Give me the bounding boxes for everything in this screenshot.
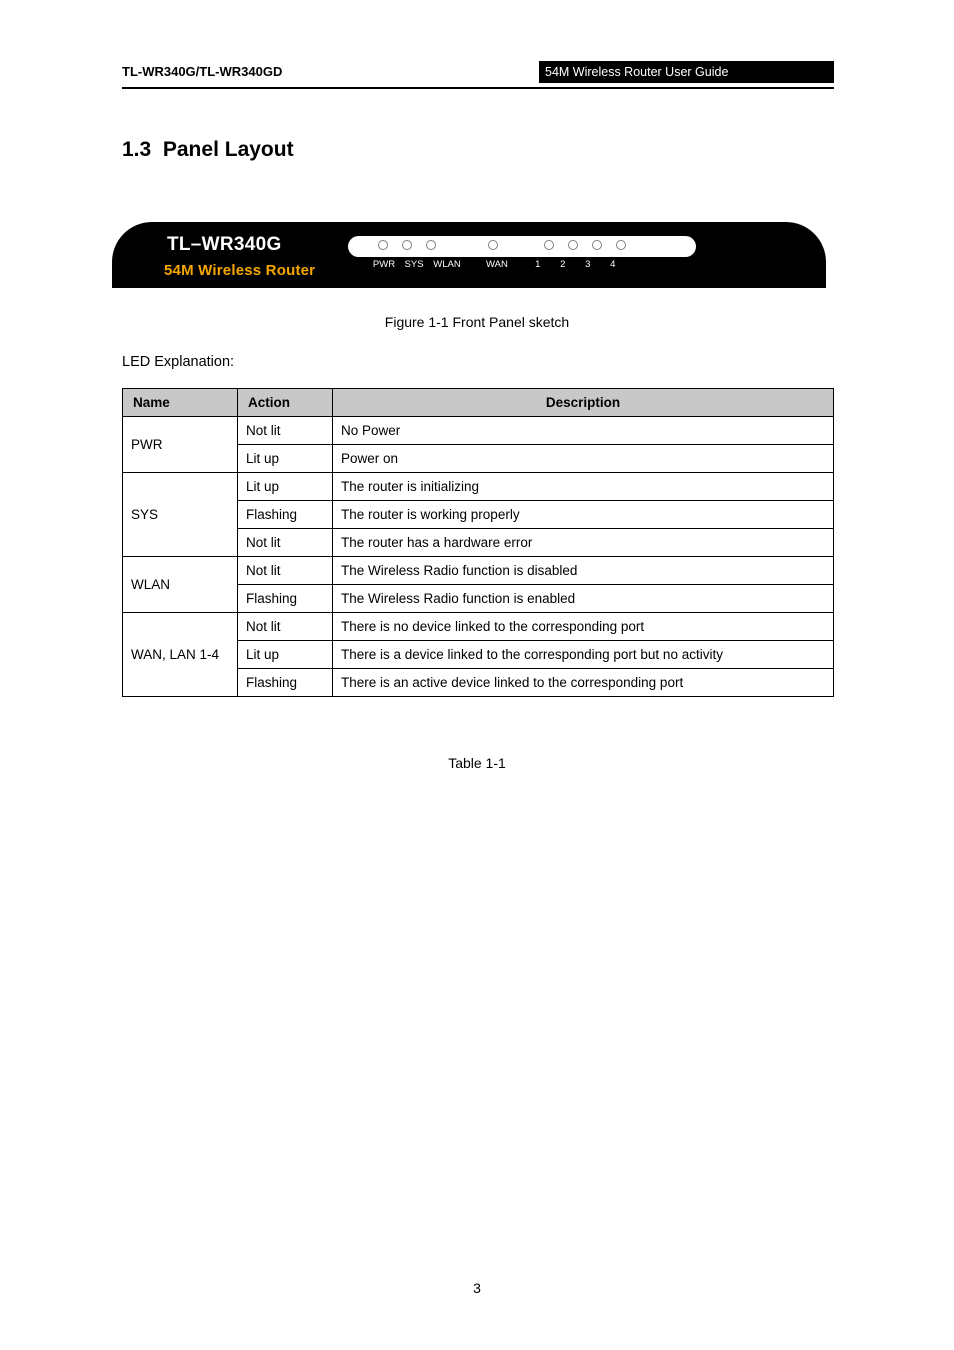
table-row: SYS Lit up The router is initializing [123, 473, 834, 501]
doc-model: TL-WR340G/TL-WR340GD [122, 64, 282, 79]
lan2-label: 2 [559, 259, 567, 270]
header-rule [122, 87, 834, 89]
led-dots-row [348, 240, 626, 250]
col-desc: Description [333, 389, 834, 417]
lan1-led-icon [544, 240, 554, 250]
wlan-label: WLAN [432, 259, 462, 270]
lan4-led-icon [616, 240, 626, 250]
cell-action: Flashing [238, 669, 333, 697]
lan3-led-icon [592, 240, 602, 250]
doc-title: 54M Wireless Router User Guide [545, 65, 728, 79]
cell-desc: The Wireless Radio function is enabled [333, 585, 834, 613]
doc-title-box: 54M Wireless Router User Guide [539, 61, 834, 83]
col-name: Name [123, 389, 238, 417]
led-table: Name Action Description PWR Not lit No P… [122, 388, 834, 697]
col-action: Action [238, 389, 333, 417]
cell-name: PWR [123, 417, 238, 473]
table-row: WAN, LAN 1-4 Not lit There is no device … [123, 613, 834, 641]
wan-led-icon [488, 240, 498, 250]
cell-name: WAN, LAN 1-4 [123, 613, 238, 697]
cell-name: SYS [123, 473, 238, 557]
lan1-label: 1 [534, 259, 542, 270]
pwr-led-icon [378, 240, 388, 250]
lan2-led-icon [568, 240, 578, 250]
section-title: Panel Layout [163, 138, 294, 161]
cell-action: Lit up [238, 641, 333, 669]
cell-desc: There is an active device linked to the … [333, 669, 834, 697]
cell-desc: The router is initializing [333, 473, 834, 501]
pwr-label: PWR [372, 259, 396, 270]
cell-action: Lit up [238, 445, 333, 473]
router-model-label: TL–WR340G [167, 234, 282, 256]
led-labels-row: PWR SYS WLAN WAN 1 2 3 4 [348, 259, 617, 270]
wan-label: WAN [486, 259, 508, 270]
page-number: 3 [0, 1280, 954, 1296]
table-row: PWR Not lit No Power [123, 417, 834, 445]
table-caption: Table 1-1 [0, 755, 954, 771]
cell-action: Flashing [238, 585, 333, 613]
cell-desc: The router is working properly [333, 501, 834, 529]
cell-action: Not lit [238, 529, 333, 557]
cell-desc: There is a device linked to the correspo… [333, 641, 834, 669]
section-number: 1.3 [122, 138, 151, 161]
cell-desc: Power on [333, 445, 834, 473]
table-intro: LED Explanation: [122, 352, 834, 373]
cell-name: WLAN [123, 557, 238, 613]
router-front-panel: TL–WR340G 54M Wireless Router PWR SYS [112, 222, 826, 288]
lan3-label: 3 [584, 259, 592, 270]
lan4-label: 4 [609, 259, 617, 270]
cell-desc: There is no device linked to the corresp… [333, 613, 834, 641]
cell-desc: The Wireless Radio function is disabled [333, 557, 834, 585]
figure-caption: Figure 1-1 Front Panel sketch [0, 314, 954, 330]
router-sub-label: 54M Wireless Router [164, 262, 315, 279]
cell-action: Not lit [238, 613, 333, 641]
cell-desc: The router has a hardware error [333, 529, 834, 557]
section-heading: 1.3 Panel Layout [122, 138, 294, 162]
cell-action: Not lit [238, 417, 333, 445]
wlan-led-icon [426, 240, 436, 250]
sys-led-icon [402, 240, 412, 250]
cell-desc: No Power [333, 417, 834, 445]
table-row: WLAN Not lit The Wireless Radio function… [123, 557, 834, 585]
sys-label: SYS [403, 259, 425, 270]
cell-action: Not lit [238, 557, 333, 585]
cell-action: Lit up [238, 473, 333, 501]
cell-action: Flashing [238, 501, 333, 529]
table-header-row: Name Action Description [123, 389, 834, 417]
